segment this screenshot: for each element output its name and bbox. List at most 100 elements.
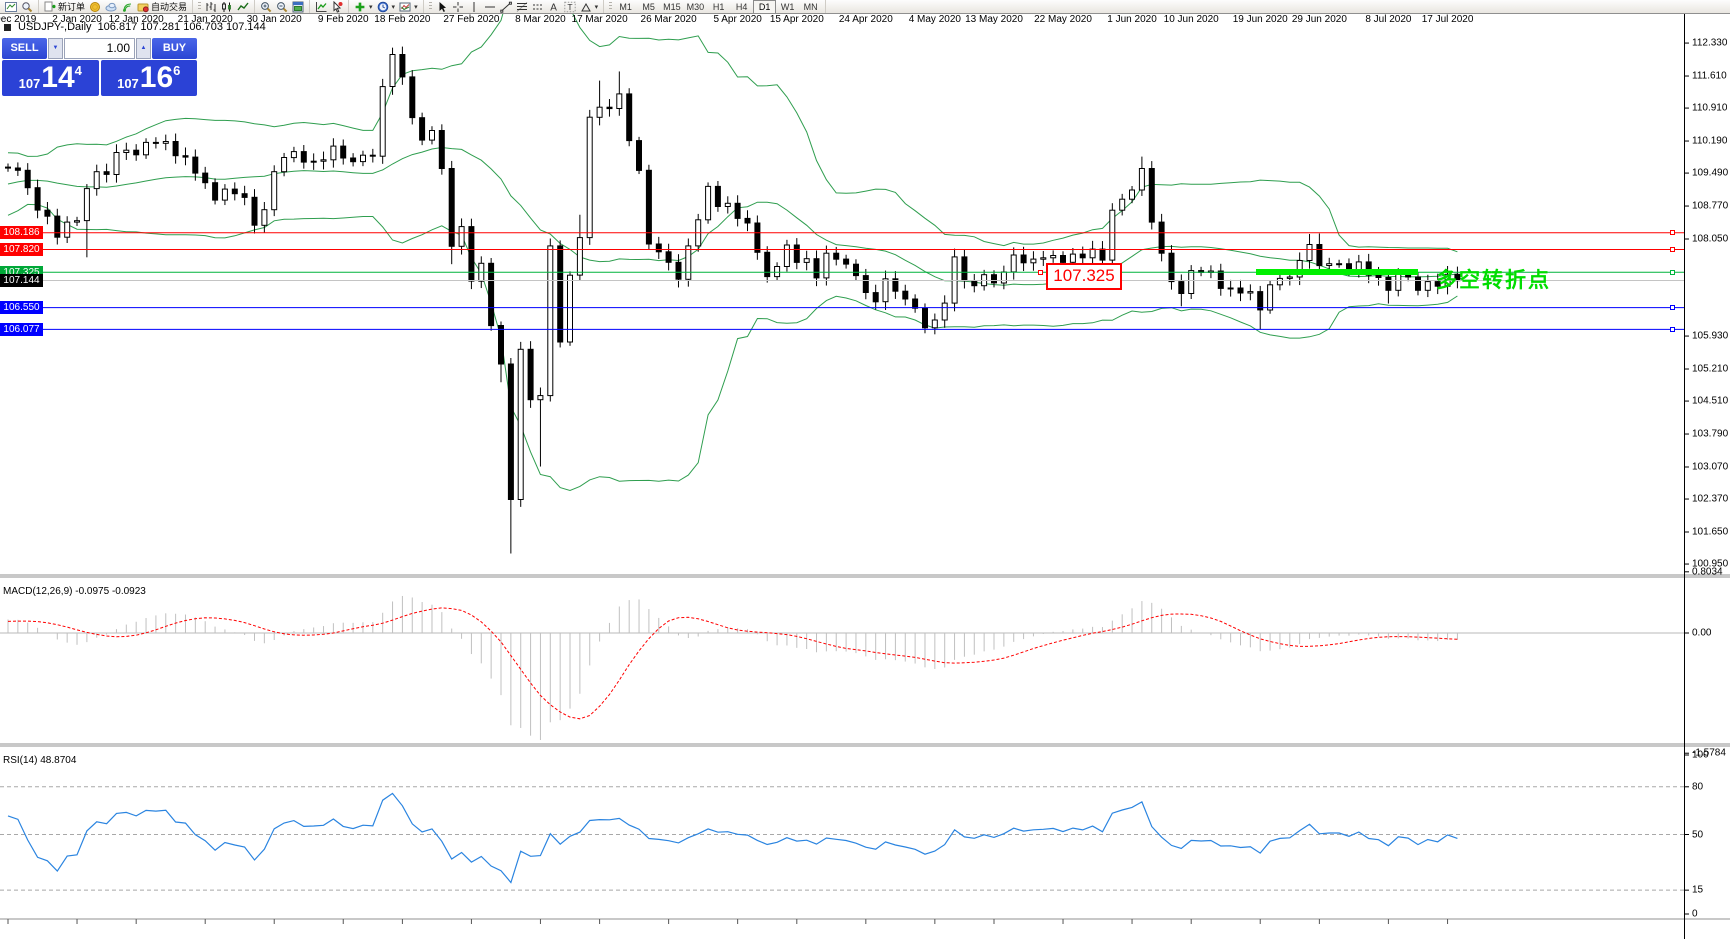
- price-tag-106.077: 106.077: [0, 322, 43, 336]
- price-axis-label: 104.510: [1692, 395, 1729, 407]
- dropdown-arrow-icon[interactable]: ▾: [391, 3, 396, 11]
- date-axis-label: 8 Jul 2020: [1365, 14, 1412, 25]
- text-label-button[interactable]: T: [562, 0, 578, 13]
- date-axis-label: 30 Jan 2020: [246, 14, 302, 25]
- date-axis-label: 17 Jul 2020: [1421, 14, 1474, 25]
- objects-button[interactable]: [329, 0, 345, 13]
- text-label-icon: T: [563, 1, 576, 12]
- dropdown-arrow-icon[interactable]: ▾: [414, 3, 418, 11]
- volume-input[interactable]: 1.00: [64, 38, 135, 59]
- line-handle[interactable]: [1670, 230, 1675, 236]
- date-axis-label: 2 Jan 2020: [52, 14, 102, 25]
- chart-area[interactable]: USDJPY-,Daily 106.817 107.281 106.703 10…: [0, 14, 1730, 939]
- cursor-button[interactable]: [434, 0, 450, 13]
- market-watch-button[interactable]: [19, 0, 35, 13]
- price-tag-107.820: 107.820: [0, 243, 43, 257]
- macd-axis-label: -1.5784: [1692, 747, 1726, 759]
- line-handle[interactable]: [1670, 326, 1675, 332]
- add-indicator-button[interactable]: ▾: [352, 0, 375, 13]
- timeframe-button-h4[interactable]: H4: [735, 1, 748, 12]
- templates-button[interactable]: ▾: [397, 0, 420, 13]
- date-axis-label: 10 Jun 2020: [1163, 14, 1219, 25]
- fibonacci-button[interactable]: [514, 0, 530, 13]
- text-button[interactable]: A: [546, 0, 562, 13]
- sell-price-pips: 14: [41, 61, 75, 94]
- line-handle[interactable]: [1038, 269, 1043, 275]
- top-toolbar: 新订单 自动交易 ▾ ▾ ▾ A T ▾ M1 M5 M15 M30 H1 H4 D1 W1 MN: [0, 0, 1730, 14]
- zoom-out-button[interactable]: [274, 0, 290, 13]
- turning-point-label[interactable]: 多空转折点: [1436, 269, 1551, 292]
- date-axis-label: 17 Mar 2020: [571, 14, 628, 25]
- one-click-trading-panel: SELL ▼ 1.00 ▲ BUY 107 14 4 107 16 6: [2, 38, 197, 96]
- toolbar-group: [193, 0, 256, 13]
- timeframe-button-mn[interactable]: MN: [803, 1, 818, 12]
- signal-icon: [123, 3, 132, 12]
- candlestick-chart-button[interactable]: [219, 0, 235, 13]
- tile-windows-icon: [292, 1, 304, 12]
- toolbar-group: A T ▾: [424, 0, 605, 13]
- bar-chart-button[interactable]: [203, 0, 219, 13]
- line-chart-icon: [237, 2, 249, 10]
- svg-text:T: T: [567, 2, 572, 12]
- new-order-button[interactable]: 新订单: [42, 0, 87, 13]
- crosshair-button[interactable]: [450, 0, 466, 13]
- timeframe-button-m5[interactable]: M5: [642, 1, 655, 12]
- price-axis-label: 110.190: [1692, 135, 1728, 147]
- trendline-button[interactable]: [498, 0, 514, 13]
- date-axis-label: 27 Feb 2020: [443, 14, 500, 25]
- timeframe-button-h1[interactable]: H1: [712, 1, 725, 12]
- timeframe-button-d1[interactable]: D1: [753, 0, 777, 13]
- chart-symbol-icon: [4, 23, 11, 31]
- price-axis-label: 108.770: [1692, 200, 1729, 212]
- timeframe-button-w1[interactable]: W1: [780, 1, 795, 12]
- signal-button[interactable]: [119, 0, 135, 13]
- turning-point-line[interactable]: [1256, 269, 1418, 275]
- indicators-button[interactable]: [313, 0, 329, 13]
- line-chart-button[interactable]: [235, 0, 251, 13]
- fibo-channel-icon: [532, 4, 543, 9]
- periods-button[interactable]: ▾: [375, 0, 398, 13]
- dropdown-arrow-icon[interactable]: ▾: [369, 3, 373, 11]
- tile-windows-button[interactable]: [290, 0, 306, 13]
- sell-button[interactable]: SELL: [2, 38, 47, 59]
- cloud-button[interactable]: [103, 0, 119, 13]
- volume-increase-button[interactable]: ▲: [136, 38, 151, 59]
- toolbar-grip[interactable]: [428, 2, 432, 11]
- autotrading-button[interactable]: 自动交易: [135, 0, 189, 13]
- deposit-button[interactable]: [87, 0, 103, 13]
- fibo-channel-button[interactable]: [530, 0, 546, 13]
- vertical-line-icon: [473, 1, 475, 12]
- price-axis-label: 101.650: [1692, 526, 1729, 538]
- dropdown-arrow-icon[interactable]: ▾: [594, 3, 599, 11]
- volume-decrease-button[interactable]: ▼: [48, 38, 63, 59]
- autotrading-icon: [137, 3, 149, 12]
- timeframe-toolbar: M1 M5 M15 M30 H1 H4 D1 W1 MN: [604, 0, 827, 13]
- chart-window-button[interactable]: [3, 0, 19, 13]
- date-axis-label: 1 Jun 2020: [1107, 14, 1157, 25]
- toolbar-grip[interactable]: [609, 2, 613, 11]
- toolbar-group: 新订单 自动交易: [39, 0, 194, 13]
- line-handle[interactable]: [1670, 269, 1675, 275]
- line-handle[interactable]: [1670, 305, 1675, 311]
- chart-symbol-period: USDJPY-,Daily: [18, 21, 92, 33]
- shapes-button[interactable]: ▾: [578, 0, 601, 13]
- vertical-line-button[interactable]: [466, 0, 482, 13]
- templates-icon: [399, 2, 411, 11]
- price-axis-label: 112.330: [1692, 37, 1728, 49]
- timeframe-button-m30[interactable]: M30: [686, 1, 705, 12]
- timeframe-button-m1[interactable]: M1: [619, 1, 632, 12]
- date-axis-label: 15 Apr 2020: [769, 14, 824, 25]
- horizontal-line-button[interactable]: [482, 0, 498, 13]
- price-tag-107.144: 107.144: [0, 273, 43, 287]
- toolbar-grip[interactable]: [198, 2, 202, 11]
- chart-canvas[interactable]: [0, 14, 1730, 939]
- zoom-in-button[interactable]: [258, 0, 274, 13]
- buy-price-display[interactable]: 107 16 6: [100, 60, 197, 96]
- timeframe-button-m15[interactable]: M15: [663, 1, 681, 12]
- horizontal-line-icon: [484, 6, 495, 7]
- sell-price-display[interactable]: 107 14 4: [2, 60, 99, 96]
- buy-button[interactable]: BUY: [152, 38, 197, 59]
- line-handle[interactable]: [1670, 247, 1675, 253]
- price-callout-box[interactable]: 107.325: [1046, 263, 1122, 290]
